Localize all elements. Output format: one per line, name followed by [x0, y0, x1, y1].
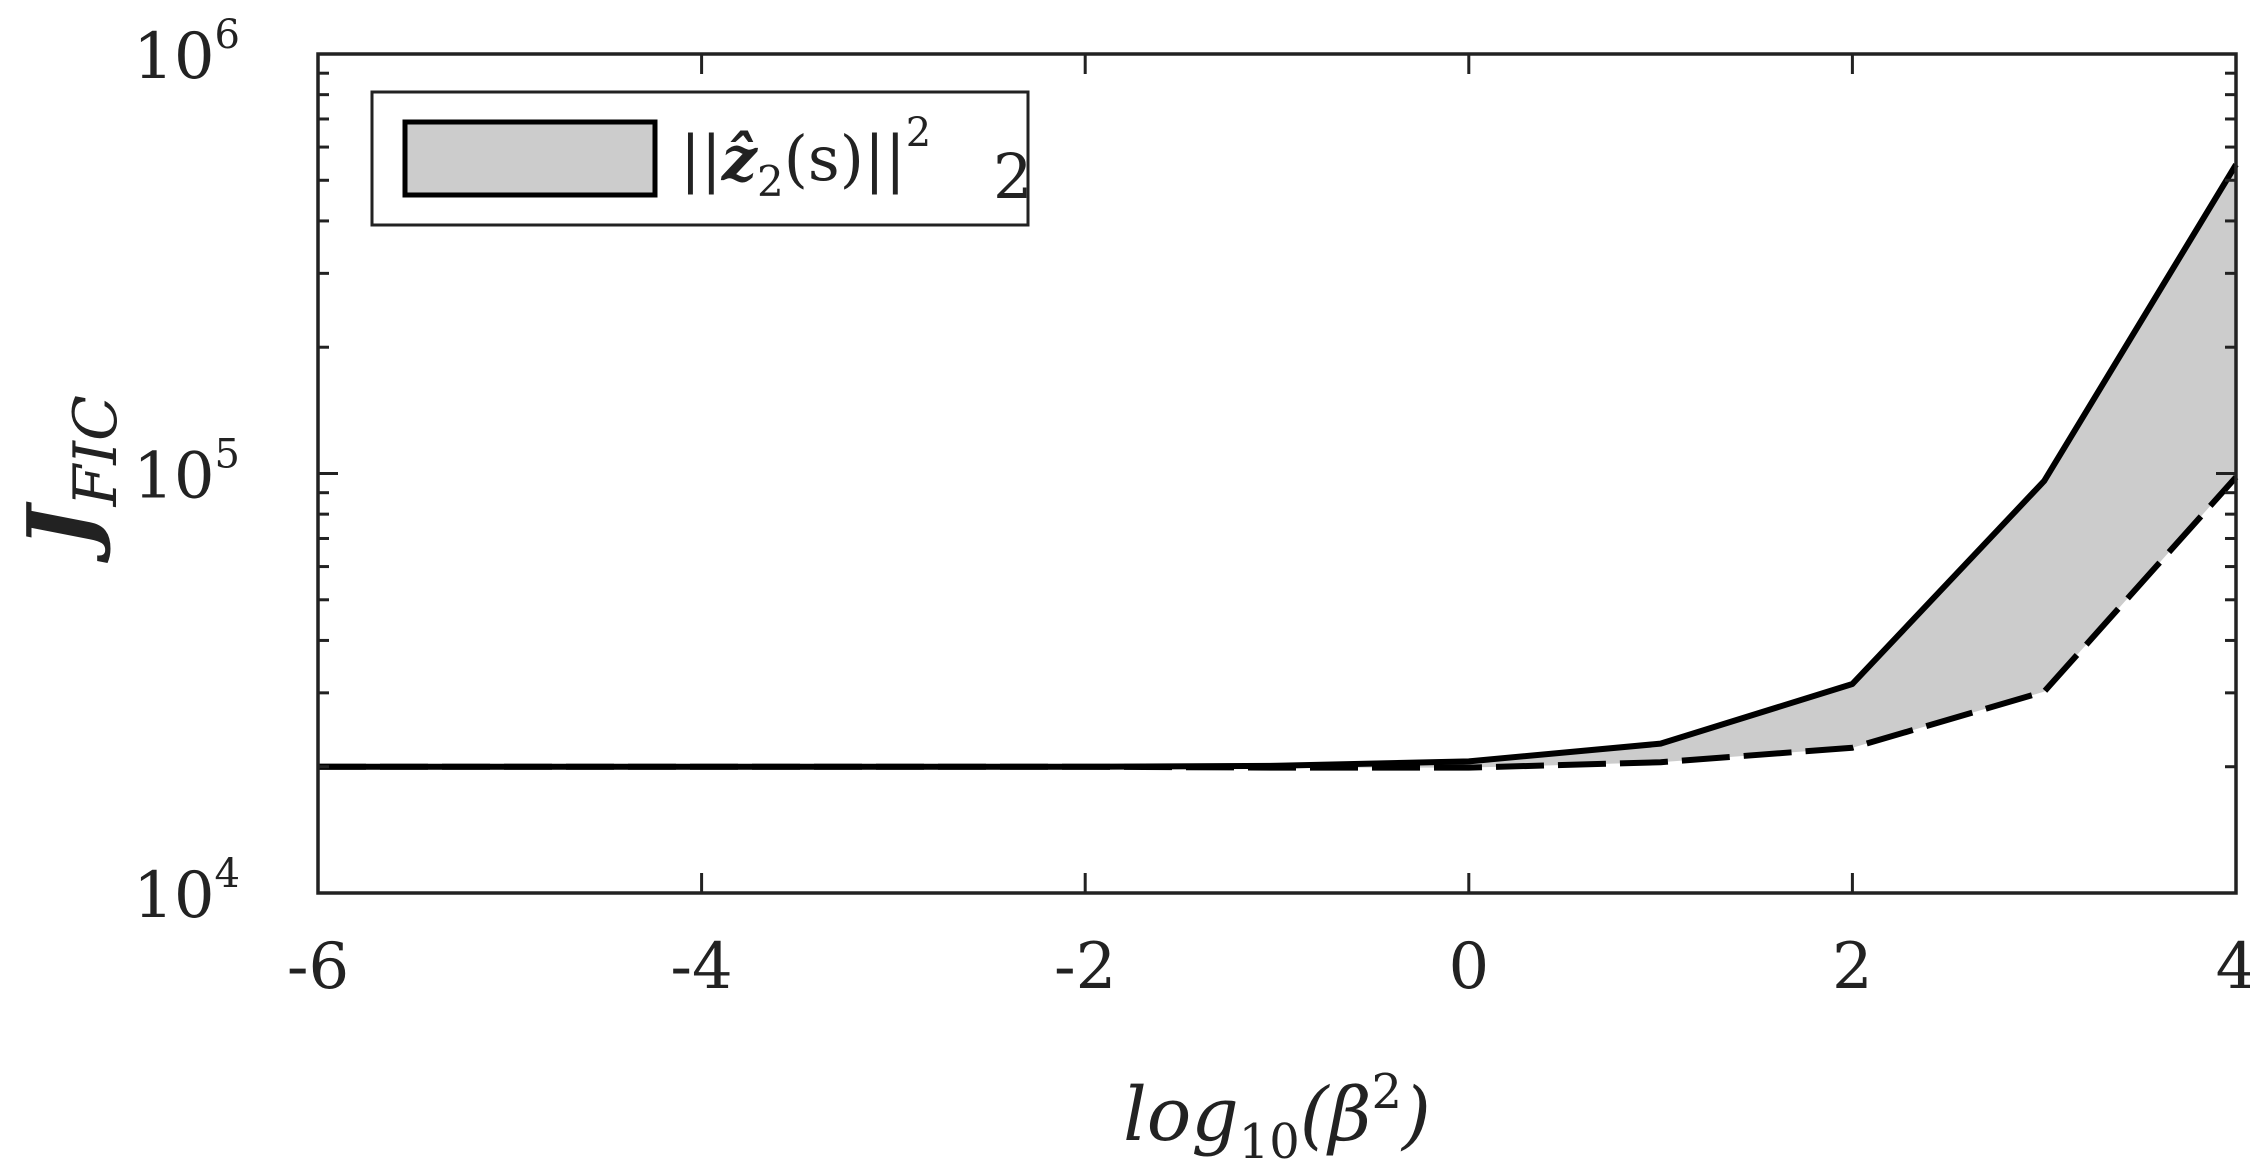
- legend-swatch: [402, 119, 658, 198]
- x-axis-label: log10(β2): [1123, 1064, 1431, 1167]
- y-tick-label: 105: [133, 432, 240, 514]
- x-tick-label: -2: [1054, 930, 1116, 1004]
- y-tick-label: 104: [133, 851, 240, 933]
- x-tick-label: 0: [1448, 930, 1489, 1004]
- legend: ||ẑ2(s)||2 2: [370, 90, 1032, 227]
- y-tick-label: 106: [133, 12, 240, 94]
- plot-layer: [318, 163, 2239, 771]
- x-tick-label: 2: [1832, 930, 1873, 1004]
- legend-label: ||ẑ2(s)||2: [680, 110, 931, 206]
- upper-bound-line: [318, 163, 2239, 770]
- x-tick-label: 4: [2216, 930, 2250, 1004]
- x-tick-label: -6: [287, 930, 349, 1004]
- legend-norm-subscript: 2: [993, 140, 1032, 213]
- labels-layer: -6 -4 -2 0 2 4 104 105 106 log10(β2) JFIC: [8, 12, 2250, 1167]
- shaded-band: [318, 164, 2236, 768]
- y-axis-label: JFIC: [8, 395, 131, 564]
- x-tick-label: -4: [670, 930, 732, 1004]
- axes-layer: [316, 52, 2238, 895]
